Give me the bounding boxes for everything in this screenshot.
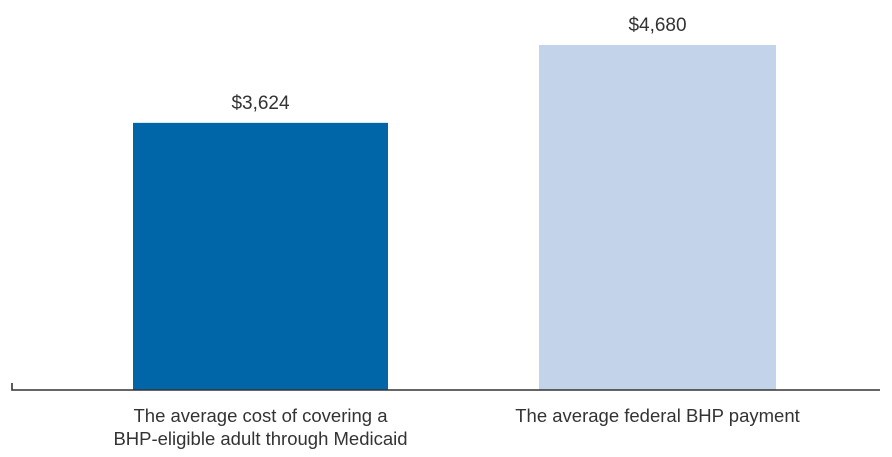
category-labels-layer: The average cost of covering a BHP-eligib… [113, 405, 799, 449]
category-label-2: The average federal BHP payment [515, 405, 800, 426]
x-axis [11, 383, 880, 391]
category-label-1-line-2: BHP-eligible adult through Medicaid [113, 428, 407, 449]
bar-value-label-2: $4,680 [628, 15, 686, 36]
bar-value-label-1: $3,624 [231, 93, 290, 114]
category-label-1: The average cost of covering a BHP-eligib… [113, 405, 407, 449]
bars-layer [133, 45, 776, 390]
value-labels-layer: $3,624 $4,680 [231, 15, 686, 114]
bar-1 [133, 122, 388, 390]
bar-2 [539, 45, 776, 390]
x-axis-line [11, 383, 880, 391]
category-label-1-line-1: The average cost of covering a [133, 405, 388, 426]
category-label-2-line-1: The average federal BHP payment [515, 405, 800, 426]
